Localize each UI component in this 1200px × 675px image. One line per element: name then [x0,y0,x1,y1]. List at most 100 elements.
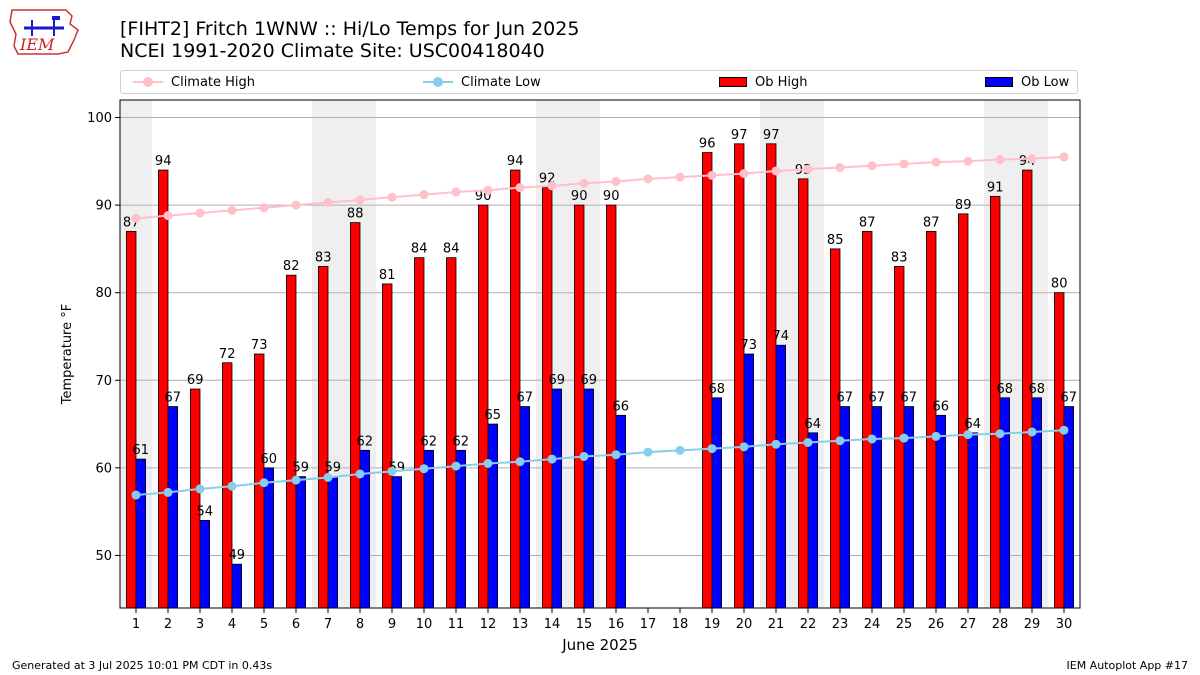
ob-low-bar [199,520,211,609]
climate-low-point [323,472,333,482]
climate-low-point [547,454,557,464]
ob-high-bar [862,230,873,609]
climate-high-point [803,164,813,174]
ob-low-label: 74 [773,329,790,344]
ob-high-label: 94 [507,154,524,169]
ob-low-label: 64 [965,417,982,432]
climate-high-point [515,183,525,193]
climate-low-point [515,457,525,467]
x-tick-label: 9 [388,617,396,632]
climate-high-point [259,203,269,213]
ob-high-bar [157,169,169,609]
climate-high-point [355,195,365,205]
ob-low-label: 64 [805,417,822,432]
ob-low-label: 68 [709,382,726,397]
climate-high-point [707,170,717,180]
ob-low-label: 49 [229,548,246,563]
x-tick-label: 5 [260,617,268,632]
climate-high-point [611,176,621,186]
y-tick-label: 70 [95,374,112,389]
x-tick-label: 7 [324,617,332,632]
climate-high-point [771,166,781,176]
climate-low-point [419,464,429,474]
ob-low-bar [487,423,499,609]
ob-high-label: 96 [699,137,716,152]
ob-high-bar [285,274,297,609]
climate-high-point [675,172,685,182]
ob-high-bar-swatch [719,77,747,87]
ob-high-label: 72 [219,347,236,362]
ob-high-bar [126,230,137,609]
ob-low-label: 62 [453,434,470,449]
climate-low-point [963,430,973,440]
ob-high-bar [766,143,777,609]
climate-high-point [1027,154,1037,164]
ob-high-label: 87 [923,215,940,230]
y-tick-label: 60 [95,461,112,476]
ob-high-bar [349,222,361,609]
ob-high-label: 91 [987,180,1004,195]
x-tick-label: 3 [196,617,204,632]
ob-low-bar [935,414,947,609]
ob-low-label: 62 [357,434,374,449]
legend-item-ob-high: Ob High [719,71,808,93]
climate-high-point [995,155,1005,165]
climate-low-point [579,451,589,461]
svg-text:IEM: IEM [19,35,55,54]
ob-high-bar [381,283,393,609]
climate-high-point [835,162,845,172]
x-tick-label: 2 [164,617,172,632]
x-tick-label: 21 [768,617,785,632]
ob-high-bar [542,187,553,609]
climate-high-point [131,213,141,223]
ob-high-label: 82 [283,259,300,274]
climate-low-point [355,469,365,479]
ob-high-bar [445,257,457,609]
x-tick-label: 12 [480,617,497,632]
climate-low-line-swatch [423,77,453,87]
ob-high-bar [798,178,809,609]
climate-high-point [547,181,557,191]
ob-low-label: 67 [1061,391,1078,406]
ob-high-label: 97 [763,128,780,143]
climate-low-point [291,475,301,485]
x-tick-label: 17 [640,617,657,632]
climate-high-point [899,159,909,169]
ob-high-label: 80 [1051,277,1068,292]
x-tick-label: 8 [356,617,364,632]
ob-low-bar [135,458,147,609]
ob-low-bar [999,397,1011,609]
climate-high-line [135,155,1065,220]
x-tick-label: 1 [132,617,140,632]
legend-label: Climate Low [461,74,541,90]
legend-item-climate-high: Climate High [133,71,255,93]
ob-high-bar [317,266,329,609]
ob-low-label: 61 [133,443,150,458]
ob-high-label: 83 [891,250,908,265]
ob-high-bar [509,169,521,609]
ob-low-bar [231,563,243,609]
x-tick-label: 18 [672,617,689,632]
x-tick-label: 28 [992,617,1009,632]
chart-legend: Climate High Climate Low Ob High Ob Low [120,70,1078,94]
climate-high-point [387,192,397,202]
climate-high-point [451,187,461,197]
climate-low-point [1059,425,1069,435]
ob-high-label: 87 [859,215,876,230]
x-tick-label: 22 [800,617,817,632]
climate-high-point [643,174,653,184]
climate-low-point [1027,427,1037,437]
ob-low-label: 62 [421,434,438,449]
ob-low-label: 59 [325,461,342,476]
climate-low-point [195,484,205,494]
x-tick-label: 4 [228,617,236,632]
legend-item-climate-low: Climate Low [423,71,541,93]
x-tick-label: 14 [544,617,561,632]
ob-low-label: 68 [1029,382,1046,397]
climate-low-point [707,444,717,454]
climate-low-point [163,487,173,497]
ob-high-bar [574,204,585,609]
ob-low-bar [1063,406,1075,609]
x-tick-label: 30 [1056,617,1073,632]
